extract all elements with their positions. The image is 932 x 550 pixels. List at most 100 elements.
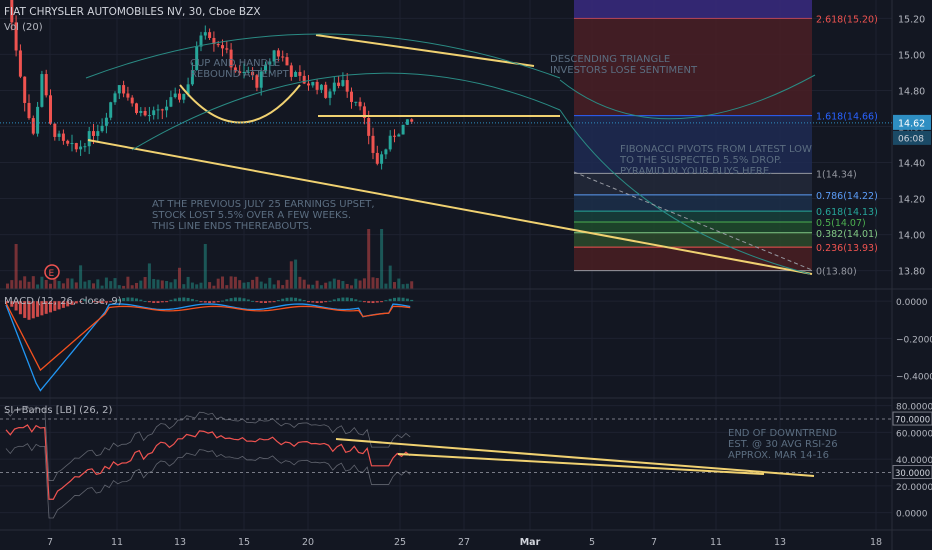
candle-body <box>100 125 104 132</box>
volume-bar <box>410 281 414 289</box>
candle-body <box>44 74 48 96</box>
volume-bar <box>139 280 143 289</box>
volume-bar <box>199 282 203 289</box>
fib-level-label: 0.786(14.22) <box>816 191 878 202</box>
arc-upper <box>85 33 561 79</box>
x-tick-label: 11 <box>710 537 722 548</box>
macd-panel <box>5 297 414 392</box>
volume-bar <box>70 278 74 289</box>
volume-bar <box>216 278 220 289</box>
volume-bar <box>212 285 216 289</box>
candle-body <box>143 110 147 116</box>
x-tick-label: 15 <box>238 537 250 548</box>
macd-histogram-bar <box>53 301 57 311</box>
x-tick-label: 7 <box>47 537 53 548</box>
candle-body <box>74 143 78 150</box>
dashed-projection <box>573 171 813 271</box>
volume-bar <box>315 280 319 289</box>
candle-body <box>229 49 233 68</box>
volume-bar <box>311 284 315 289</box>
macd-histogram-bar <box>79 301 83 303</box>
volume-bar <box>165 280 169 289</box>
x-tick-label: 11 <box>111 537 123 548</box>
macd-histogram-bar <box>178 297 181 302</box>
fib-band <box>574 247 812 271</box>
volume-bar <box>233 276 237 289</box>
volume-bar <box>276 280 280 289</box>
macd-histogram-bar <box>57 301 61 310</box>
macd-histogram-bar <box>238 297 242 302</box>
annotation-text: AT THE PREVIOUS JULY 25 EARNINGS UPSET, S… <box>151 199 375 232</box>
macd-histogram-bar <box>199 301 203 303</box>
fib-level-label: 2.618(15.20) <box>816 14 878 25</box>
x-tick-label: 13 <box>174 537 186 548</box>
symbol-title: FIAT CHRYSLER AUTOMOBILES NV, 30, Cboe B… <box>4 6 261 18</box>
si-lower-trendline <box>397 453 765 475</box>
candle-body <box>57 133 61 137</box>
volume-bar <box>285 279 289 289</box>
candle-body <box>92 131 95 136</box>
candle-body <box>122 85 126 94</box>
volume-bar <box>100 285 104 289</box>
long-downtrend-line <box>87 139 813 275</box>
volume-bar <box>264 283 267 289</box>
macd-histogram-bar <box>208 301 212 304</box>
si-band-tag-label: 30.0000 <box>895 469 930 479</box>
candle-body <box>319 84 323 90</box>
fib-level-label: 0.382(14.01) <box>816 229 878 240</box>
candle-body <box>371 135 375 153</box>
candle-body <box>49 95 52 124</box>
annotation-line: EST. @ 30 AVG RSI-26 <box>728 439 838 450</box>
macd-histogram-bar <box>96 301 100 303</box>
candle-body <box>10 0 14 23</box>
candle-body <box>66 140 70 144</box>
x-tick-label: 7 <box>651 537 657 548</box>
price-tick-label: 15.00 <box>898 50 925 61</box>
macd-histogram-bar <box>190 298 194 302</box>
macd-histogram-bar <box>384 300 388 302</box>
volume-bar <box>113 278 117 289</box>
macd-histogram-bar <box>354 299 358 302</box>
trend-lines: E <box>44 33 816 280</box>
volume-bar <box>259 281 263 289</box>
macd-histogram-bar <box>289 297 293 302</box>
macd-histogram-bar <box>229 298 233 302</box>
volume-bar <box>87 280 91 289</box>
macd-histogram-bar <box>14 301 18 311</box>
macd-histogram-bar <box>337 298 341 302</box>
macd-histogram-bar <box>92 301 95 303</box>
candle-body <box>272 50 276 62</box>
volume-bar <box>156 279 160 289</box>
candle-body <box>53 123 57 137</box>
candle-body <box>87 131 91 147</box>
x-tick-label: 18 <box>870 537 882 548</box>
volume-bar <box>27 281 31 289</box>
candle-body <box>203 32 207 36</box>
volume-bar <box>182 284 186 289</box>
volume-bar <box>57 281 61 289</box>
volume-bar <box>160 280 164 289</box>
volume-bar <box>362 278 366 289</box>
macd-histogram-bar <box>393 297 396 302</box>
macd-histogram-bar <box>405 298 409 302</box>
volume-bar <box>143 277 147 289</box>
candle-body <box>160 109 164 111</box>
volume-bar <box>44 279 48 289</box>
candle-body <box>337 82 341 86</box>
macd-histogram-bar <box>307 301 310 303</box>
macd-histogram-bar <box>113 300 117 302</box>
macd-histogram-bar <box>36 301 40 317</box>
candle-body <box>410 119 414 122</box>
annotations: CUP AND HANDLE REBOUND ATTEMPT DESCENDING … <box>151 54 838 461</box>
candle-body <box>104 117 108 126</box>
volume-bar <box>380 229 384 289</box>
fib-band <box>574 211 812 222</box>
candle-body <box>61 133 65 141</box>
macd-histogram-bar <box>6 301 9 304</box>
volume-bar <box>401 284 405 289</box>
macd-histogram-bar <box>264 301 267 304</box>
candle-body <box>358 101 362 107</box>
last-price-label: 14.62 <box>898 118 925 129</box>
si-lower-band <box>5 443 411 519</box>
